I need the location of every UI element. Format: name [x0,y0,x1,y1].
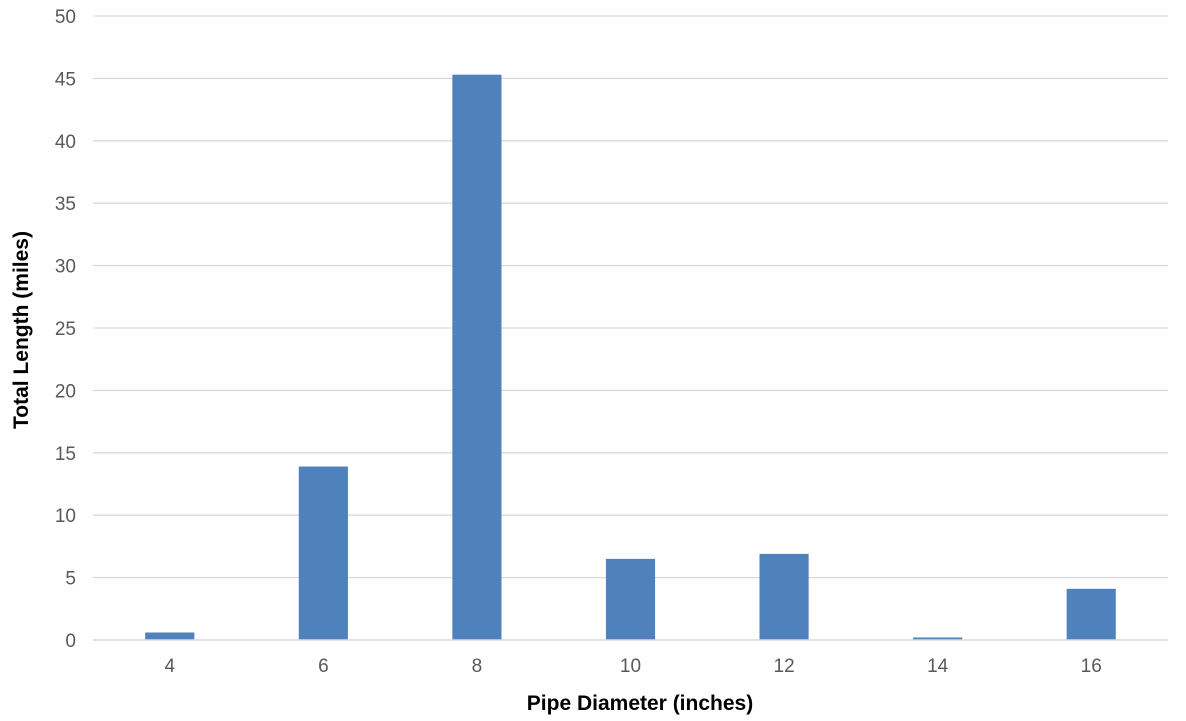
y-tick-label: 45 [55,69,76,90]
y-tick-label: 50 [55,7,76,28]
bar-16 [1066,588,1116,640]
x-tick-label: 6 [318,656,329,677]
y-tick-label: 15 [55,444,76,465]
bar-6 [298,466,348,640]
bar-8 [452,74,502,640]
y-tick-label: 35 [55,194,76,215]
y-tick-label: 20 [55,381,76,402]
y-tick-label: 0 [65,631,76,652]
y-tick-labels: 0 5 10 15 20 25 30 35 40 45 50 [55,7,76,652]
bar-14 [913,637,963,640]
y-axis-title: Total Length (miles) [10,231,33,429]
bar-10 [605,558,656,640]
x-tick-label: 8 [472,656,483,677]
y-tick-label: 40 [55,132,76,153]
gridlines [93,15,1168,579]
bar-12 [759,553,809,640]
x-tick-labels: 4 6 8 10 12 14 16 [164,656,1101,677]
x-tick-label: 16 [1081,656,1102,677]
x-tick-label: 12 [774,656,795,677]
x-tick-label: 10 [620,656,641,677]
x-tick-label: 4 [164,656,175,677]
y-tick-label: 10 [55,506,76,527]
y-tick-label: 30 [55,257,76,278]
y-tick-label: 25 [55,319,76,340]
x-tick-label: 14 [927,656,949,677]
y-tick-label: 5 [65,569,76,590]
bar-4 [145,632,195,640]
x-axis-title: Pipe Diameter (inches) [527,692,753,715]
bars [145,74,1116,640]
